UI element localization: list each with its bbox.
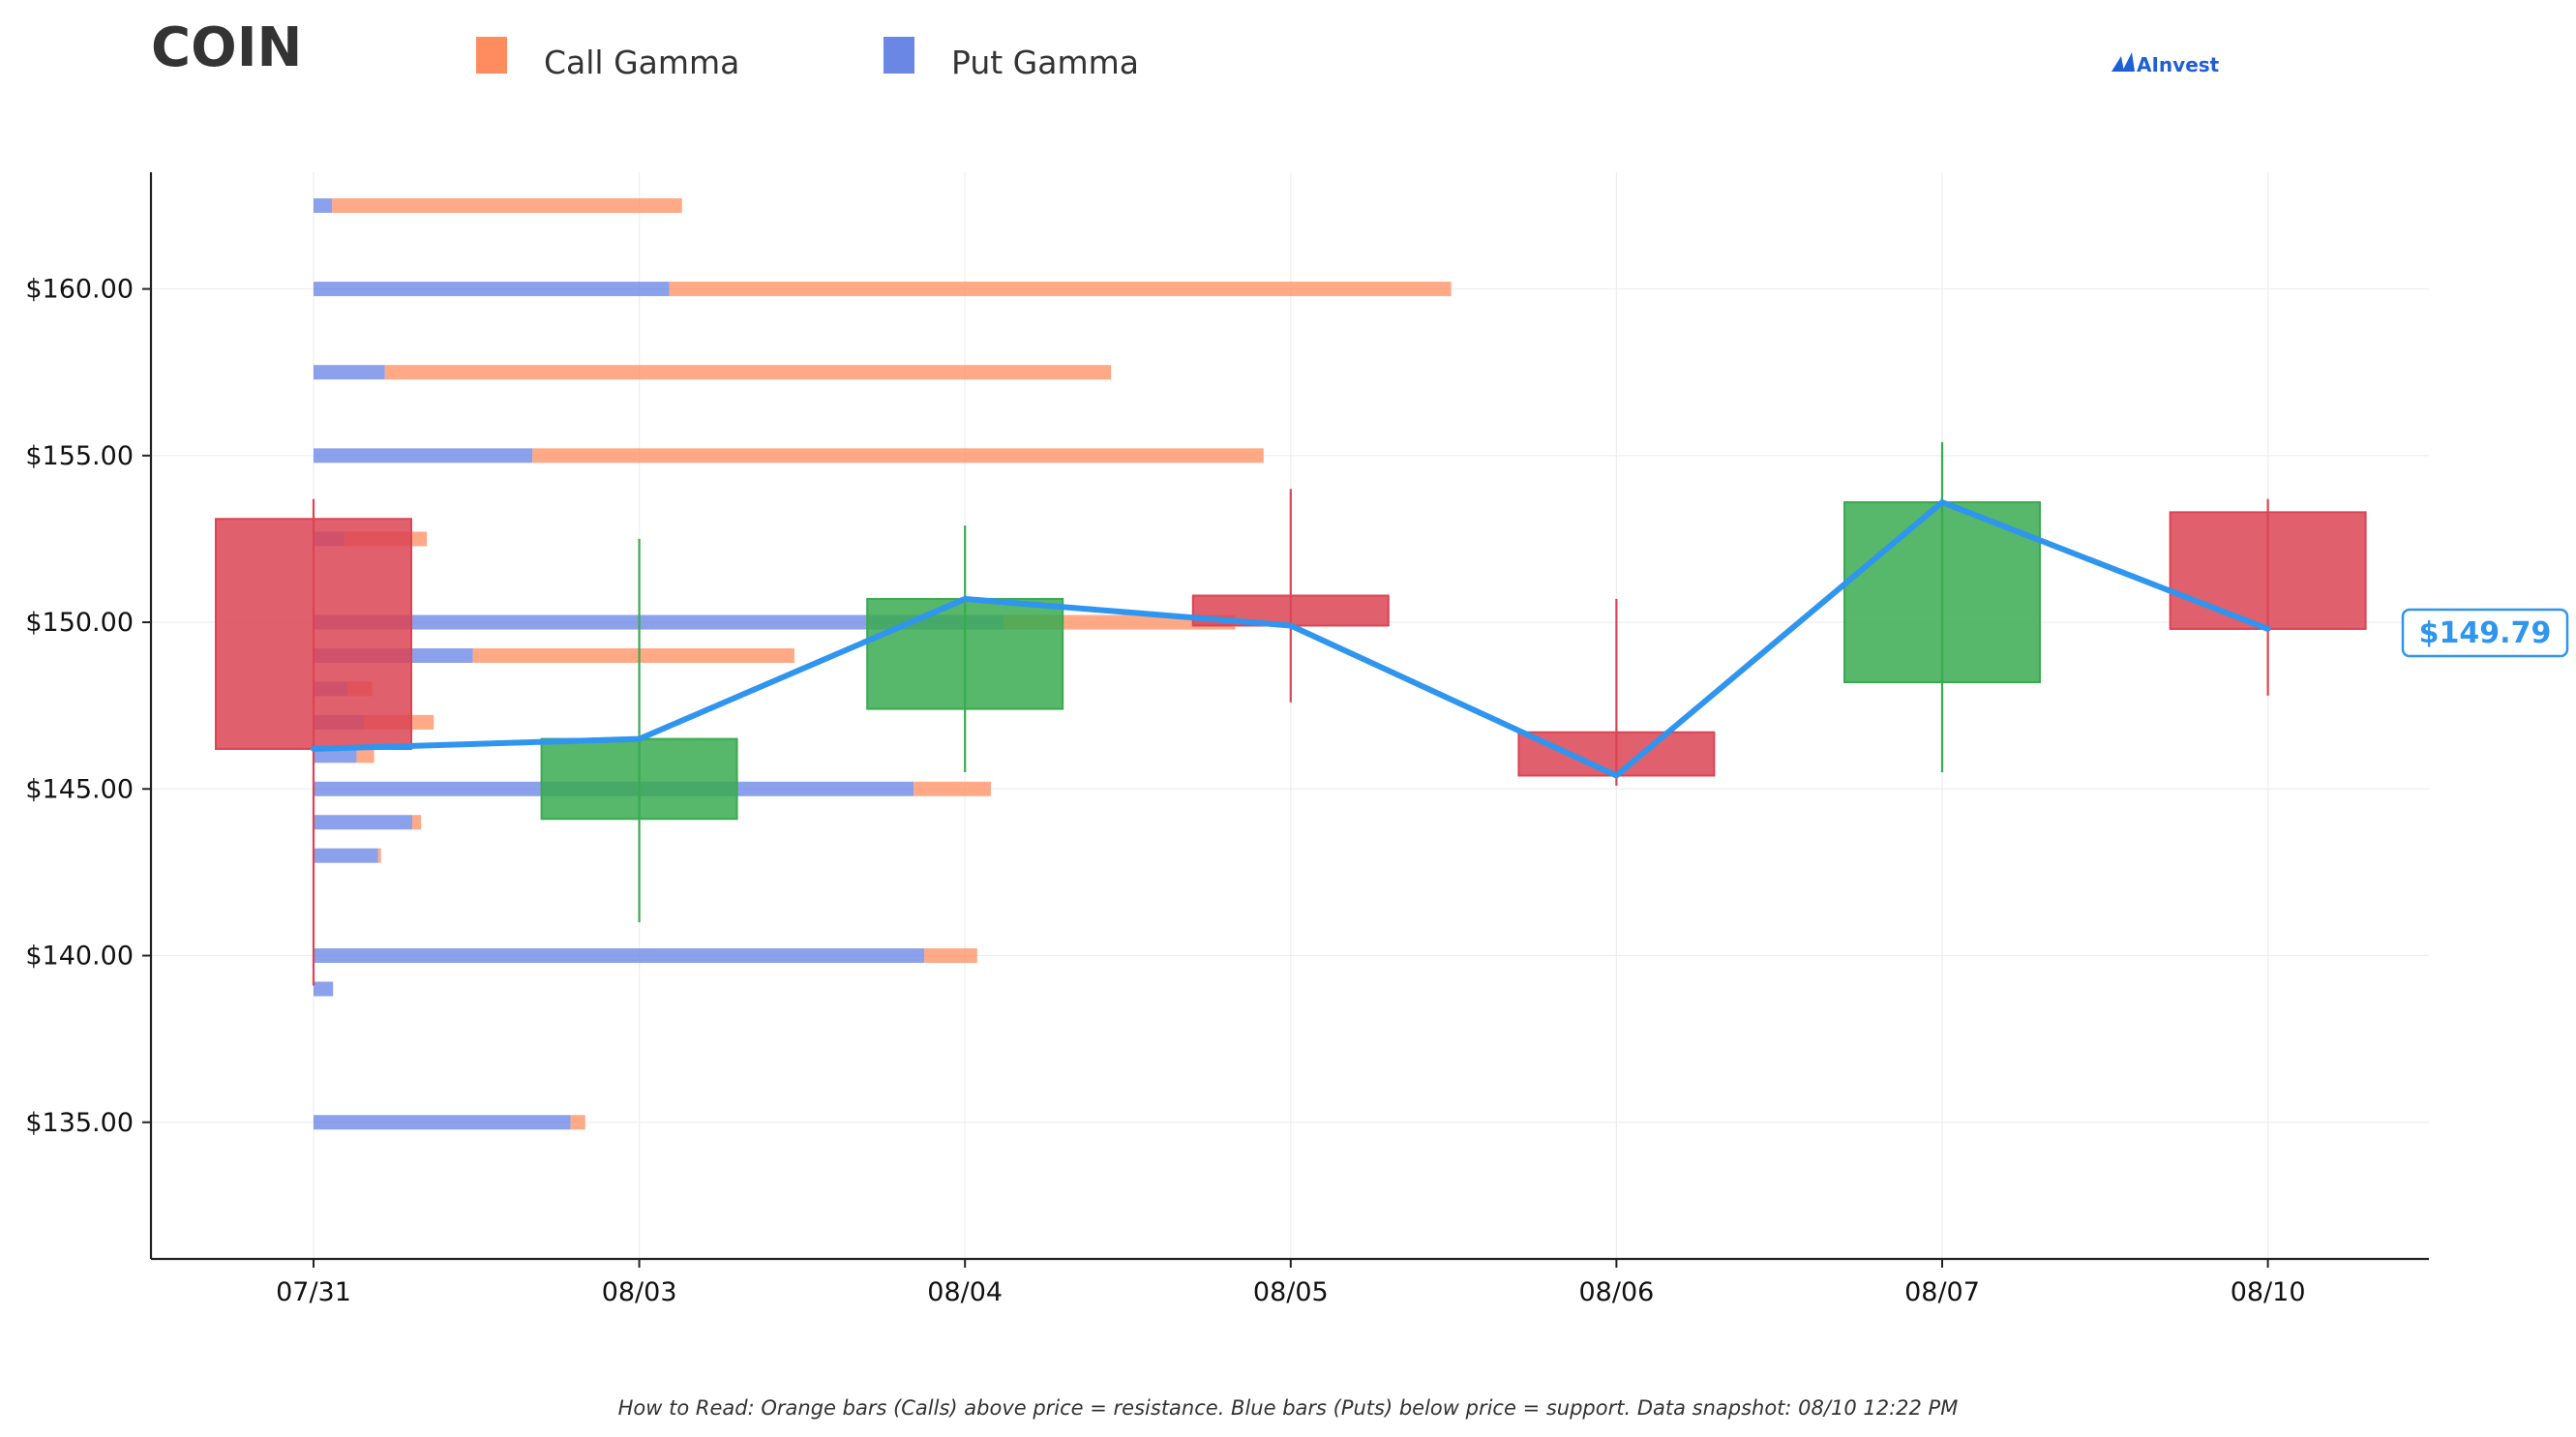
call-gamma-bar bbox=[377, 848, 381, 863]
call-gamma-bar bbox=[570, 1115, 585, 1130]
axes: $135.00 $140.00 $145.00 $150.00 $155.00 $160.… bbox=[25, 172, 2429, 1307]
brand-logo: AInvest bbox=[2112, 52, 2220, 76]
call-gamma-bar bbox=[356, 748, 374, 763]
legend-put-swatch bbox=[884, 37, 914, 74]
ticker-title: COIN bbox=[151, 16, 302, 79]
candle-body bbox=[866, 597, 1064, 710]
call-gamma-bar bbox=[914, 781, 991, 796]
gamma-bars bbox=[314, 197, 1452, 1130]
current-price-label: $149.79 bbox=[2419, 616, 2552, 650]
legend-put-label: Put Gamma bbox=[951, 44, 1139, 81]
footnote: How to Read: Orange bars (Calls) above p… bbox=[618, 1396, 1959, 1420]
x-tick-label: 08/10 bbox=[2231, 1277, 2306, 1307]
brand-name: AInvest bbox=[2137, 53, 2220, 76]
candle-body bbox=[2169, 511, 2367, 630]
put-gamma-bar bbox=[314, 948, 925, 964]
put-gamma-bar bbox=[314, 448, 533, 464]
current-price-tag: $149.79 bbox=[2401, 608, 2569, 658]
call-gamma-bar bbox=[332, 197, 682, 213]
put-gamma-bar bbox=[314, 981, 334, 997]
x-tick-label: 08/07 bbox=[1904, 1277, 1980, 1307]
x-tick-label: 08/05 bbox=[1253, 1277, 1329, 1307]
legend: Call Gamma Put Gamma bbox=[476, 37, 1139, 81]
put-gamma-bar bbox=[314, 614, 1004, 630]
x-tick-label: 08/03 bbox=[602, 1277, 677, 1307]
put-gamma-bar bbox=[314, 282, 670, 297]
brand-logo-icon bbox=[2112, 52, 2135, 72]
y-tick-label: $140.00 bbox=[25, 942, 134, 972]
candle-body bbox=[1517, 731, 1716, 777]
put-gamma-bar bbox=[314, 197, 333, 213]
call-gamma-bar bbox=[472, 647, 794, 663]
put-gamma-bar bbox=[314, 815, 413, 830]
price-line bbox=[311, 499, 2271, 779]
call-gamma-bar bbox=[384, 365, 1112, 380]
y-tick-label: $150.00 bbox=[25, 608, 134, 638]
call-gamma-bar bbox=[669, 282, 1452, 297]
y-tick-label: $145.00 bbox=[25, 774, 134, 804]
y-tick-label: $155.00 bbox=[25, 441, 134, 471]
candles bbox=[215, 442, 2367, 986]
call-gamma-bar bbox=[412, 815, 422, 830]
price-line-layer bbox=[311, 499, 2271, 779]
y-tick-label: $160.00 bbox=[25, 275, 134, 305]
candle-body bbox=[1843, 501, 2041, 684]
put-gamma-bar bbox=[314, 1115, 571, 1130]
call-gamma-bar bbox=[532, 448, 1264, 464]
current-price-box bbox=[2401, 608, 2569, 658]
call-gamma-bar bbox=[924, 948, 977, 964]
put-gamma-bar bbox=[314, 748, 357, 763]
legend-call-label: Call Gamma bbox=[544, 44, 739, 81]
put-gamma-bar bbox=[314, 365, 385, 380]
grid-lines bbox=[151, 172, 2429, 1259]
candle-body bbox=[540, 737, 738, 821]
y-tick-label: $135.00 bbox=[25, 1108, 134, 1138]
x-tick-label: 08/04 bbox=[927, 1277, 1003, 1307]
x-tick-label: 08/06 bbox=[1578, 1277, 1654, 1307]
x-tick-label: 07/31 bbox=[276, 1277, 351, 1307]
put-gamma-bar bbox=[314, 848, 378, 863]
candle-body bbox=[215, 518, 412, 750]
legend-call-swatch bbox=[476, 37, 507, 74]
